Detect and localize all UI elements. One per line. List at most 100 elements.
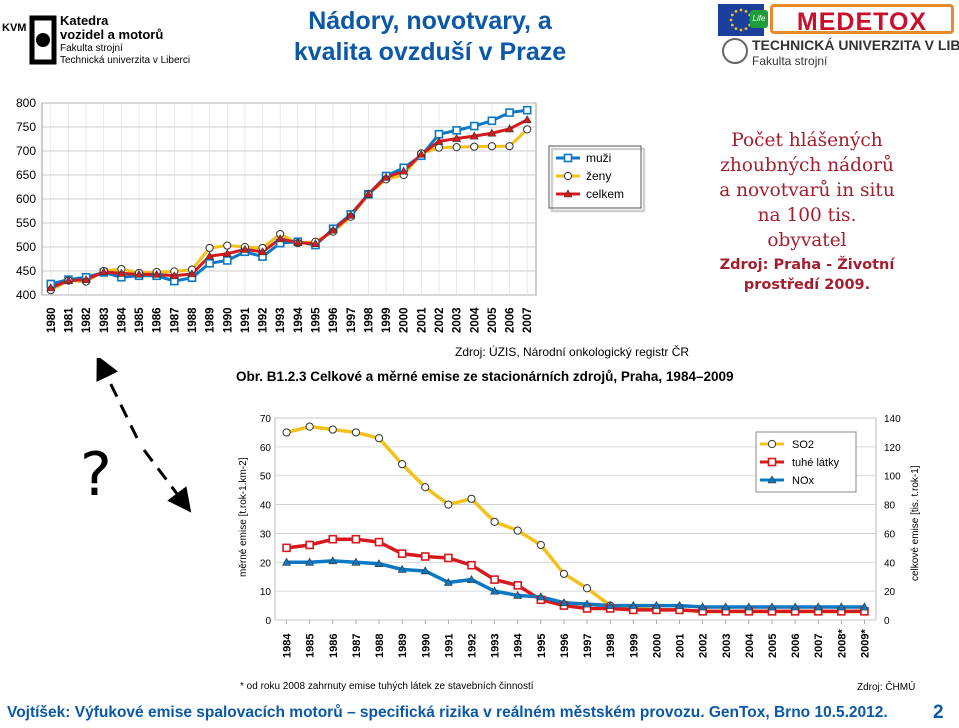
y-tick-label: 70 [260,414,272,425]
x-tick-label: 2007 [522,307,534,333]
data-point [346,210,356,219]
data-point [351,428,361,437]
x-tick-label: 1995 [536,634,548,658]
x-tick-label: 1993 [275,307,287,333]
x-tick-label: 1984 [116,307,128,333]
data-point [487,128,497,137]
page-title: Nádory, novotvary, a kvalita ovzduší v P… [250,6,610,68]
legend-label: NOx [792,475,815,487]
data-point [466,574,476,583]
data-point [374,537,384,547]
y2-tick-label: 0 [884,616,890,627]
x-tick-label: 1992 [466,634,478,658]
data-point [351,534,361,544]
legend-label: SO2 [792,439,814,451]
legend-marker [767,439,777,449]
data-point [790,602,800,611]
data-point [420,566,430,575]
y-tick-label: 30 [260,529,272,540]
title-line1: Nádory, novotvary, a [308,7,552,35]
data-point [522,105,532,115]
data-point [420,552,430,561]
chart2-title: Obr. B1.2.3 Celkové a měrné emise ze sta… [236,369,734,384]
eu-star [734,27,738,31]
x-tick-label: 1987 [351,634,363,658]
eu-star [730,13,734,17]
y-tick-label: 10 [260,587,272,598]
series-line [286,559,865,609]
x-tick-label: 1997 [582,634,594,658]
data-point [205,251,215,260]
data-point [282,557,292,566]
y-tick-label: 40 [260,501,272,512]
x-tick-label: 2002 [698,634,710,658]
chart1-data-source: Zdroj: ÚZIS, Národní onkologický registr… [455,345,690,359]
data-point [81,275,91,283]
y-tick-label: 750 [16,120,36,134]
data-point [187,269,197,278]
caption-line5: obyvatel [767,230,847,251]
eu-star [744,27,748,31]
data-point [582,584,592,593]
y2-tick-label: 100 [884,472,901,483]
source-line1: Zdroj: Praha - Životní [719,257,895,273]
life-logo-text: Life [750,10,768,28]
x-tick-label: 2005 [767,634,779,658]
data-point [434,129,444,139]
x-tick-label: 1993 [490,634,502,658]
data-point [836,602,846,611]
tumor-incidence-chart: 400 450 500 550 600 650 700 750 800 1980 1981 1982 1… [16,96,646,333]
dashed-double-arrow-icon [96,358,192,513]
y-tick-label: 800 [16,96,36,110]
data-point [452,133,462,142]
x-tick-label: 1981 [63,307,75,333]
data-point [444,553,453,563]
eu-star [744,9,748,13]
data-point [351,557,361,566]
data-point [282,428,291,437]
university-name: TECHNICKÁ UNIVERZITA V LIBERCI [752,37,959,53]
kvm-emblem-icon [29,15,57,65]
y-tick-label: 450 [16,264,36,278]
data-point [536,592,546,601]
data-point [258,247,268,256]
data-point [397,564,407,573]
x-tick-label: 2007 [813,634,825,658]
data-point [421,483,430,492]
data-point [374,559,384,568]
x-tick-label: 1994 [513,633,525,658]
legend-label: ženy [586,169,611,183]
x-tick-label: 2003 [452,307,464,333]
title-line2: kvalita ovzduší v Praze [293,38,567,66]
data-point [559,598,569,606]
logo-abbr: KVM [2,22,27,34]
x-tick-label: 1991 [240,307,252,333]
x-tick-label: 1988 [374,634,386,658]
data-point [328,534,338,544]
legend-marker [767,457,777,467]
data-point [305,557,315,566]
x-tick-label: 2003 [721,634,733,658]
x-tick-label: 2004 [744,633,756,658]
x-tick-label: 2009* [859,629,871,658]
data-point [721,602,731,611]
data-point [605,600,615,609]
caption-line2: zhoubných nádorů [720,155,894,176]
data-point [275,234,285,243]
data-point [470,142,479,151]
logo-line4: Technická univerzita v Liberci [60,55,191,66]
data-point [443,577,453,586]
legend-marker [563,153,573,163]
x-tick-label: 1986 [152,307,164,333]
data-point [536,540,545,550]
data-point [416,149,426,158]
y-tick-label: 400 [16,288,36,302]
x-tick-label: 1985 [305,634,317,658]
data-point [305,540,314,550]
eu-star [739,8,743,12]
y2-tick-label: 40 [884,558,896,569]
x-tick-label: 1994 [293,307,305,333]
data-point [490,517,499,526]
y-tick-label: 550 [16,216,36,230]
data-point [46,283,56,292]
